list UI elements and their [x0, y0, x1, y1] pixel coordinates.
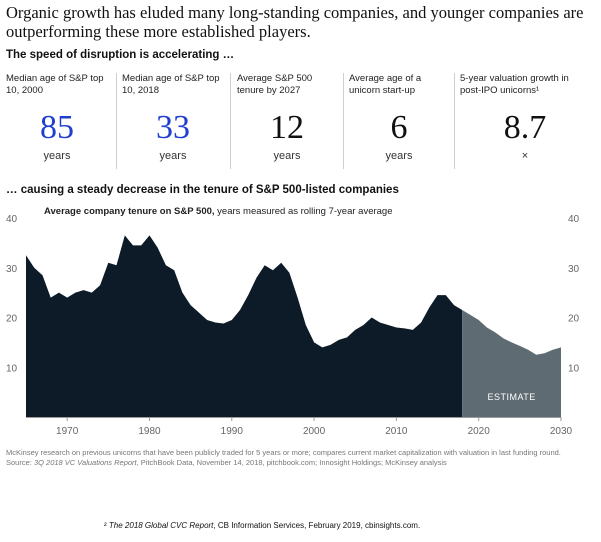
section-title-tenure: … causing a steady decrease in the tenur… — [6, 184, 399, 196]
stat-unit: years — [273, 150, 301, 162]
stat-label: Median age of S&P top 10, 2000 — [6, 73, 104, 96]
y-tick-label-right: 40 — [568, 214, 580, 225]
y-tick-label-right: 10 — [568, 363, 580, 374]
stat-divider — [116, 73, 117, 169]
y-tick-label-right: 20 — [568, 314, 580, 325]
x-tick-label: 2030 — [550, 426, 573, 437]
note-text: McKinsey research on previous unicorns t… — [6, 448, 561, 457]
stat-unicorn-age: Average age of a unicorn start-up 6 year… — [349, 73, 449, 169]
actual-tenure-area — [26, 235, 463, 417]
stat-median-age-2018: Median age of S&P top 10, 2018 33 years — [122, 73, 224, 169]
stat-label: Average age of a unicorn start-up — [349, 73, 422, 96]
estimate-label: ESTIMATE — [487, 392, 535, 402]
stat-unit: years — [385, 150, 413, 162]
stat-value: 33 — [156, 109, 190, 146]
source-prefix: Source: — [6, 458, 34, 467]
footer-title: The 2018 Global CVC Report — [108, 521, 214, 530]
stat-valuation-growth: 5-year valuation growth in post-IPO unic… — [460, 73, 590, 169]
y-tick-label-left: 20 — [6, 314, 18, 325]
x-tick-label: 1980 — [138, 426, 161, 437]
chart-title-rest: years measured as rolling 7-year average — [215, 206, 393, 217]
x-tick-label: 1970 — [56, 426, 79, 437]
stat-unit: years — [159, 150, 187, 162]
stat-median-age-2000: Median age of S&P top 10, 2000 85 years — [6, 73, 108, 169]
stat-average-tenure-2027: Average S&P 500 tenure by 2027 12 years — [237, 73, 337, 169]
y-tick-label-left: 40 — [6, 214, 18, 225]
footer-citation: ² The 2018 Global CVC Report, CB Informa… — [104, 521, 420, 530]
y-tick-label-left: 10 — [6, 363, 18, 374]
stat-label: Median age of S&P top 10, 2018 — [122, 73, 220, 96]
section-title-disruption: The speed of disruption is accelerating … — [6, 49, 235, 61]
estimate-tenure-area — [462, 310, 561, 417]
x-tick-label: 2020 — [468, 426, 491, 437]
x-tick-label: 2000 — [303, 426, 326, 437]
footnote: McKinsey research on previous unicorns t… — [6, 448, 596, 468]
stat-label: Average S&P 500 tenure by 2027 — [237, 73, 313, 96]
x-tick-label: 2010 — [385, 426, 408, 437]
stats-row: Median age of S&P top 10, 2000 85 years … — [6, 73, 596, 173]
stat-value: 85 — [40, 109, 74, 146]
headline: Organic growth has eluded many long-stan… — [6, 3, 584, 41]
stat-value: 12 — [270, 109, 304, 146]
footer-rest: , CB Information Services, February 2019… — [213, 521, 421, 530]
x-tick-label: 1990 — [221, 426, 244, 437]
stat-unit: × — [521, 150, 529, 162]
chart-title: Average company tenure on S&P 500, years… — [44, 206, 393, 217]
source-line: Source: 3Q 2018 VC Valuations Report, Pi… — [6, 458, 596, 468]
footer-marker: ² — [104, 521, 107, 530]
chart-title-bold: Average company tenure on S&P 500, — [44, 206, 215, 217]
stat-value: 8.7 — [503, 109, 547, 146]
stat-divider — [454, 73, 455, 169]
stat-divider — [230, 73, 231, 169]
stat-divider — [343, 73, 344, 169]
stat-unit: years — [43, 150, 71, 162]
stat-label: 5-year valuation growth in post-IPO unic… — [460, 73, 569, 96]
y-tick-label-left: 30 — [6, 264, 18, 275]
y-tick-label-right: 30 — [568, 264, 580, 275]
source-rest: , PitchBook Data, November 14, 2018, pit… — [136, 458, 447, 467]
source-title: 3Q 2018 VC Valuations Report — [33, 458, 137, 467]
stat-value: 6 — [390, 109, 408, 146]
